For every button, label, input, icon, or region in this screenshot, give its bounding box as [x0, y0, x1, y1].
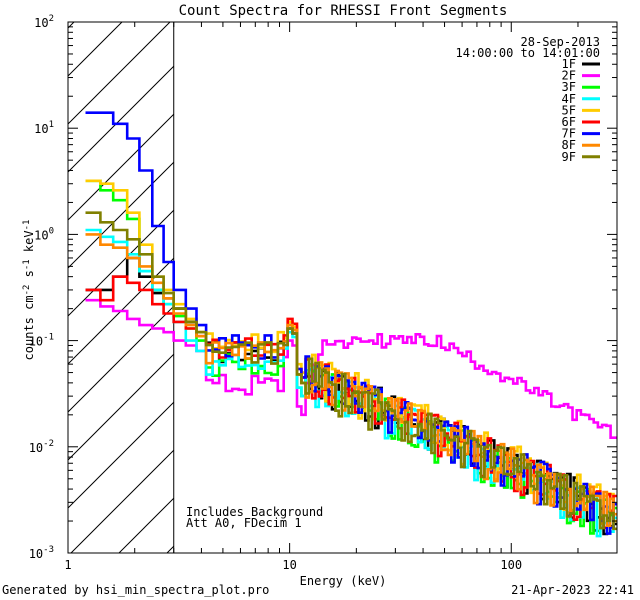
- x-axis-label: Energy (keV): [300, 574, 387, 588]
- series-layer: [85, 111, 617, 538]
- y-tick-label: 102: [34, 14, 54, 30]
- series-9F-line: [85, 211, 617, 531]
- legend-label-9F: 9F: [562, 150, 576, 164]
- excluded-region-hatch: [68, 22, 174, 553]
- axis-ticks: [67, 21, 618, 554]
- legend-time-range: 14:00:00 to 14:01:00: [456, 46, 601, 60]
- legend-label-4F: 4F: [562, 92, 576, 106]
- y-tick-label: 10-1: [29, 333, 54, 349]
- y-tick-labels: 10-3 10-2 10-1 100 101 102: [29, 14, 54, 561]
- x-tick-label: 100: [500, 558, 522, 572]
- chart-title: Count Spectra for RHESSI Front Segments: [179, 3, 508, 19]
- legend-label-8F: 8F: [562, 138, 576, 152]
- legend-label-1F: 1F: [562, 57, 576, 71]
- x-tick-label: 10: [282, 558, 296, 572]
- legend-label-6F: 6F: [562, 115, 576, 129]
- x-tick-label: 1: [64, 558, 71, 572]
- footer-generated-by: Generated by hsi_min_spectra_plot.pro: [2, 583, 269, 597]
- series-2F-line: [85, 298, 617, 439]
- x-tick-labels: 1 10 100: [64, 558, 522, 572]
- legend-label-3F: 3F: [562, 80, 576, 94]
- legend-label-7F: 7F: [562, 127, 576, 141]
- plot-frame: [67, 21, 618, 554]
- legend-date: 28-Sep-2013: [521, 35, 600, 49]
- y-axis-label: counts cm-2 s-1 keV-1: [22, 220, 36, 361]
- footer-timestamp: 21-Apr-2023 22:41: [511, 583, 634, 597]
- y-tick-label: 101: [34, 120, 54, 136]
- y-tick-label: 100: [34, 226, 54, 242]
- y-tick-label: 10-2: [29, 439, 54, 455]
- annotation-background: Includes Background: [186, 505, 323, 519]
- legend-label-5F: 5F: [562, 103, 576, 117]
- y-tick-label: 10-3: [29, 545, 54, 561]
- legend-label-2F: 2F: [562, 69, 576, 83]
- annotation-attenuator: Att A0, FDecim 1: [186, 516, 302, 530]
